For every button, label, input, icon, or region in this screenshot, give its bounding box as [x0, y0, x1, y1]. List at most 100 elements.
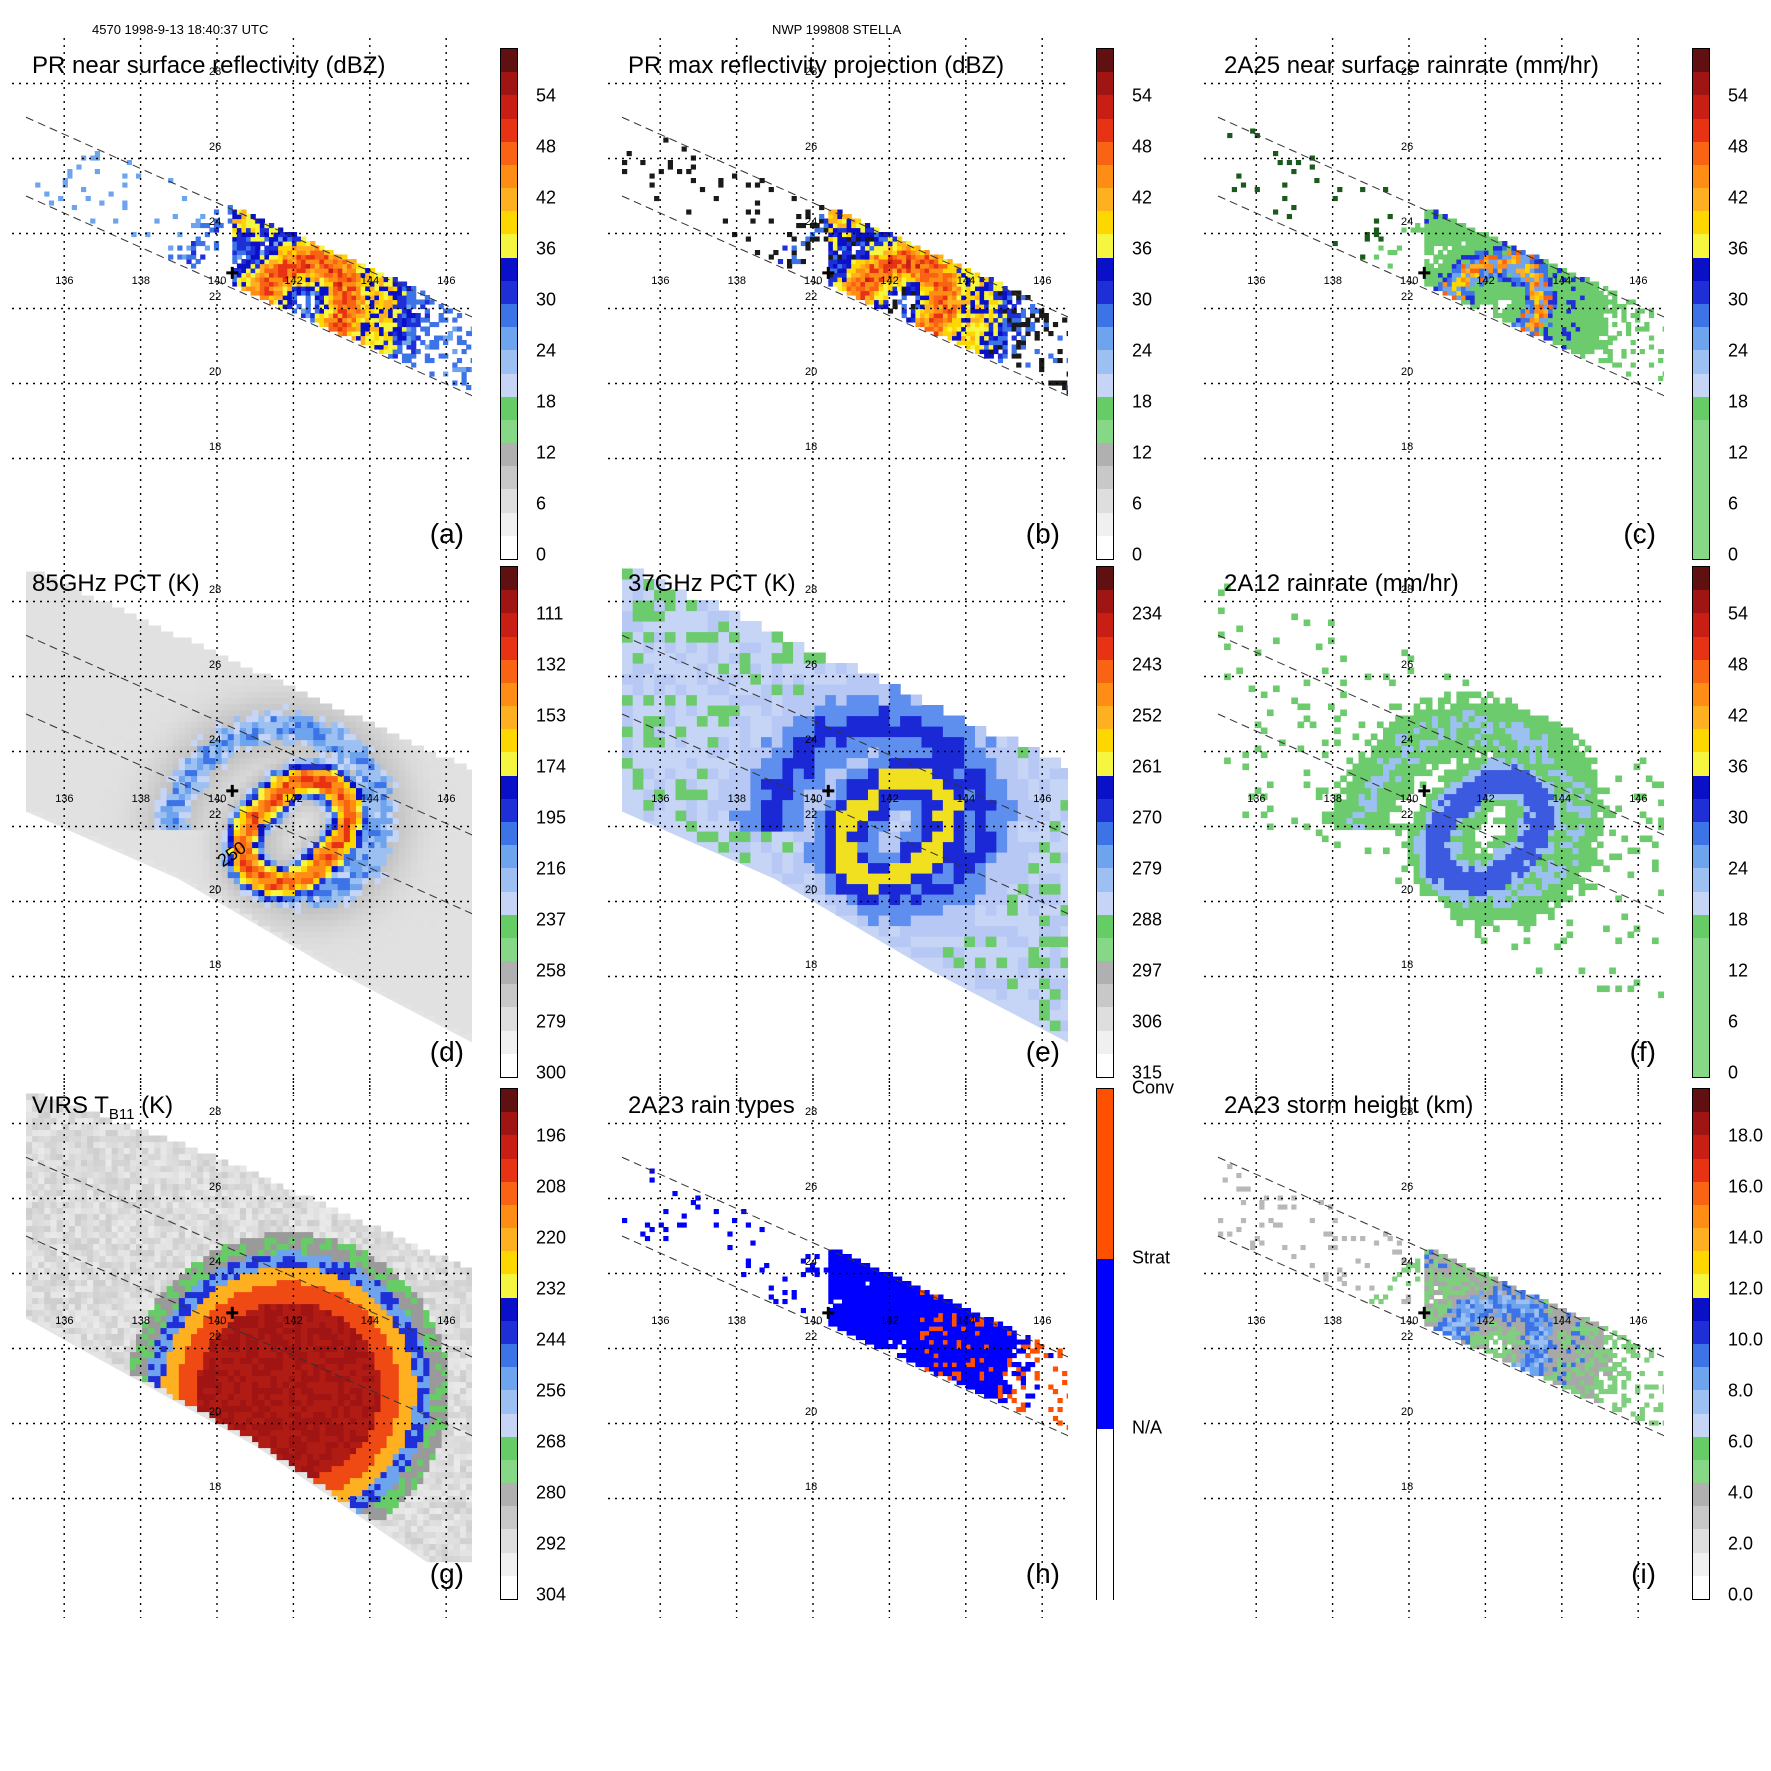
colorbar-segment	[1097, 304, 1113, 328]
lon-label: 138	[131, 275, 150, 287]
colorbar-segment	[1097, 49, 1113, 73]
colorbar-segment	[1097, 1514, 1113, 1600]
lat-label: 24	[1401, 215, 1414, 228]
colorbar-segment	[1097, 891, 1113, 916]
panel-i: 28 26 24 22 20 18 136 138 140 142 144 146 (i) 2A23 st…	[1204, 1078, 1763, 1618]
colorbar-segment	[1693, 868, 1709, 893]
panel-title: 2A23 storm height (km)	[1224, 1092, 1474, 1119]
colorbar-segment	[1693, 327, 1709, 351]
lat-label: 18	[1401, 1480, 1414, 1493]
panel-letter: (b)	[1025, 518, 1060, 549]
colorbar-tick-label: 12	[1728, 442, 1749, 463]
colorbar-tick-label: 153	[536, 705, 567, 726]
field-g	[26, 1093, 472, 1563]
pr-swath-edge-south	[1217, 195, 1664, 397]
colorbar-segment	[1097, 613, 1113, 638]
colorbar-segment	[1097, 752, 1113, 777]
colorbar-segment	[1097, 636, 1113, 661]
plot-area: 28 26 24 22 20 18 136 138 140 142 144 146 (b)	[608, 38, 1068, 578]
lat-label: 26	[805, 140, 818, 153]
lon-label: 138	[131, 1315, 150, 1327]
colorbar-tick-label: 42	[1728, 705, 1749, 726]
colorbar	[1096, 566, 1114, 1078]
map-svg	[608, 556, 1068, 1096]
colorbar-segment	[1693, 257, 1709, 282]
colorbar-segment	[1693, 729, 1709, 753]
colorbar-segment	[1097, 373, 1113, 398]
colorbar-segment	[1097, 984, 1113, 1008]
colorbar-segment	[1693, 1297, 1709, 1322]
colorbar-segment	[501, 1413, 517, 1438]
colorbar-tick-label: 12	[1132, 442, 1153, 463]
lon-label: 146	[1033, 275, 1052, 287]
colorbar-segment	[501, 118, 517, 143]
colorbar-tick-label: 12.0	[1728, 1278, 1764, 1299]
map-svg	[12, 556, 472, 1096]
colorbar-tick-label: 280	[536, 1482, 567, 1503]
colorbar-segment	[501, 350, 517, 375]
colorbar-segment	[1693, 1112, 1709, 1136]
lon-label: 136	[1247, 793, 1266, 805]
lon-label: 142	[1476, 275, 1495, 287]
colorbar-segment	[501, 1053, 517, 1078]
colorbar-segment	[501, 984, 517, 1008]
colorbar-segment	[1097, 775, 1113, 800]
panel-letter: (c)	[1623, 518, 1656, 549]
colorbar-segment	[1693, 211, 1709, 235]
colorbar-segment	[1693, 141, 1709, 166]
header-storm-name: NWP 199808 STELLA	[772, 22, 902, 37]
storm-center-marker	[1418, 1306, 1431, 1319]
colorbar-segment	[1693, 1135, 1709, 1160]
plot-area: 28 26 24 22 20 18 136 138 140 142 144 146 (e)	[608, 556, 1068, 1096]
lon-label: 146	[1629, 793, 1648, 805]
lat-label: 26	[1401, 140, 1414, 153]
colorbar-segment	[1693, 706, 1709, 730]
colorbar-tick-label: 306	[1132, 1011, 1163, 1032]
colorbar-tick-label: 6.0	[1728, 1431, 1754, 1452]
storm-center-marker	[226, 1306, 239, 1319]
colorbar-segment	[1693, 466, 1709, 490]
pr-swath-edge-north	[1217, 1156, 1664, 1358]
colorbar-tick-label: 30	[536, 289, 557, 310]
colorbar-segment	[1693, 1529, 1709, 1554]
colorbar-tick-label: 196	[536, 1125, 567, 1146]
colorbar-segment	[501, 961, 517, 985]
pr-swath-edge-south	[1217, 713, 1664, 915]
lon-label: 140	[208, 1315, 227, 1327]
lon-label: 142	[880, 793, 899, 805]
colorbar-segment	[501, 868, 517, 893]
colorbar-segment	[1097, 443, 1113, 467]
colorbar-segment	[1693, 752, 1709, 777]
colorbar-segment	[1693, 798, 1709, 823]
lat-label: 22	[209, 290, 222, 303]
lon-label: 144	[360, 793, 380, 805]
colorbar-tick-label: 30	[1132, 289, 1153, 310]
field-d	[26, 571, 472, 1035]
colorbar	[500, 1088, 518, 1600]
panel-title: 2A12 rainrate (mm/hr)	[1224, 570, 1459, 597]
lat-label: 24	[1401, 733, 1414, 746]
colorbar-segment	[501, 1575, 517, 1600]
lat-label: 28	[209, 1105, 222, 1118]
colorbar-segment	[501, 1552, 517, 1577]
colorbar-segment	[1097, 1053, 1113, 1078]
colorbar-segment	[1097, 164, 1113, 189]
lon-label: 146	[1033, 793, 1052, 805]
title-main: VIRS T	[32, 1092, 109, 1119]
colorbar	[1692, 566, 1710, 1078]
plot-area: 28 26 24 22 20 18 136 138 140 142 144 146 (c)	[1204, 38, 1664, 578]
colorbar-segment	[501, 211, 517, 235]
colorbar-segment	[501, 1228, 517, 1252]
colorbar-segment	[1097, 280, 1113, 305]
panel-letter: (d)	[429, 1036, 464, 1067]
colorbar-segment	[501, 1089, 517, 1113]
colorbar-segment	[1693, 234, 1709, 259]
panel-title: 2A25 near surface rainrate (mm/hr)	[1224, 52, 1599, 79]
lon-label: 144	[956, 1315, 976, 1327]
colorbar-segment	[501, 706, 517, 730]
colorbar-segment	[501, 1320, 517, 1345]
lat-label: 22	[805, 1330, 818, 1343]
colorbar-tick-label: 279	[1132, 858, 1163, 879]
colorbar-segment	[501, 443, 517, 467]
colorbar-segment	[1097, 567, 1113, 591]
